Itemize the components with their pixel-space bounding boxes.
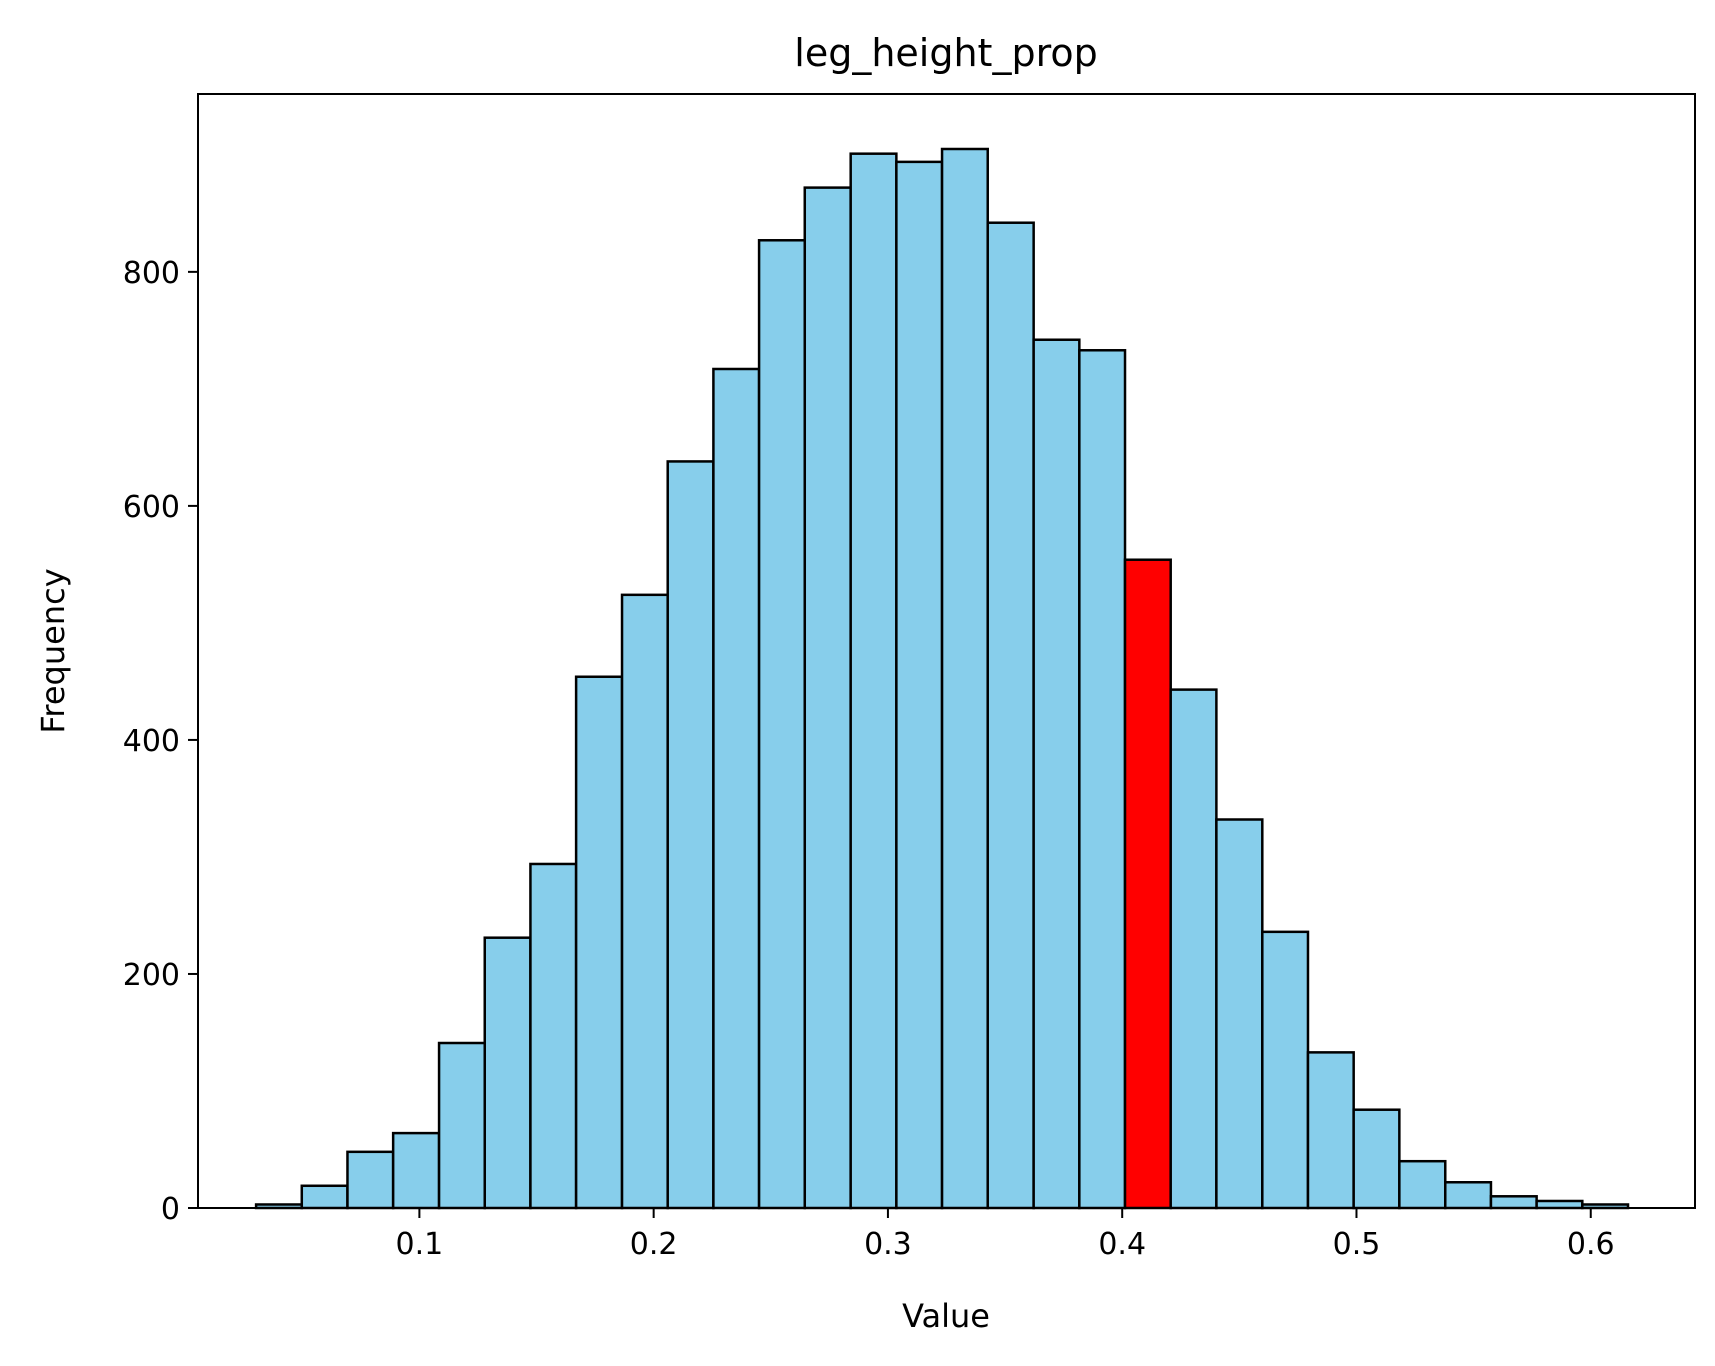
x-tick-label: 0.2 — [630, 1227, 678, 1262]
histogram-bar — [346, 1150, 395, 1210]
histogram-bar — [895, 160, 944, 1210]
y-tick-label: 0 — [161, 1192, 180, 1227]
histogram-bar — [1078, 349, 1127, 1210]
highlighted-bar — [1123, 558, 1172, 1210]
x-axis-label: Value — [902, 1297, 990, 1335]
y-tick-label: 400 — [123, 724, 180, 759]
histogram-bar — [1352, 1108, 1401, 1210]
histogram-bar — [666, 460, 715, 1210]
y-tick-label: 800 — [123, 256, 180, 291]
histogram-bar — [300, 1184, 349, 1210]
x-tick-label: 0.1 — [396, 1227, 444, 1262]
histogram-bar — [437, 1041, 486, 1210]
histogram-bar — [391, 1131, 441, 1210]
bars-group — [254, 147, 1630, 1210]
histogram-bar — [1169, 688, 1218, 1210]
histogram-bar — [1032, 338, 1081, 1210]
histogram-bar — [620, 593, 669, 1210]
x-axis-ticks: 0.1 0.2 0.3 0.4 0.5 0.6 — [396, 1208, 1615, 1262]
histogram-bar — [940, 147, 989, 1210]
histogram-bar — [1444, 1181, 1493, 1210]
plot-frame — [197, 93, 1696, 1209]
y-axis-label: Frequency — [34, 568, 72, 733]
histogram-bar — [986, 221, 1035, 1210]
histogram-bar — [712, 367, 761, 1210]
histogram-bar — [1215, 818, 1264, 1210]
y-tick-label: 200 — [123, 958, 180, 993]
histogram-bar — [803, 186, 852, 1210]
histogram-bar — [1489, 1195, 1538, 1210]
histogram-bar — [1261, 930, 1310, 1210]
x-tick-label: 0.3 — [864, 1227, 912, 1262]
x-tick-label: 0.4 — [1098, 1227, 1146, 1262]
x-tick-label: 0.6 — [1567, 1227, 1615, 1262]
histogram-bar — [483, 936, 532, 1210]
histogram-bar — [757, 239, 807, 1210]
histogram-bar — [529, 862, 578, 1210]
histogram-bar — [1535, 1199, 1584, 1210]
chart-title: leg_height_prop — [794, 31, 1097, 75]
histogram-bar — [574, 675, 624, 1210]
histogram-bar — [1398, 1159, 1447, 1210]
y-axis-ticks: 0 200 400 600 800 — [123, 256, 198, 1227]
x-tick-label: 0.5 — [1333, 1227, 1381, 1262]
y-tick-label: 600 — [123, 490, 180, 525]
histogram-bar — [849, 152, 898, 1210]
histogram-bar — [1306, 1051, 1355, 1210]
